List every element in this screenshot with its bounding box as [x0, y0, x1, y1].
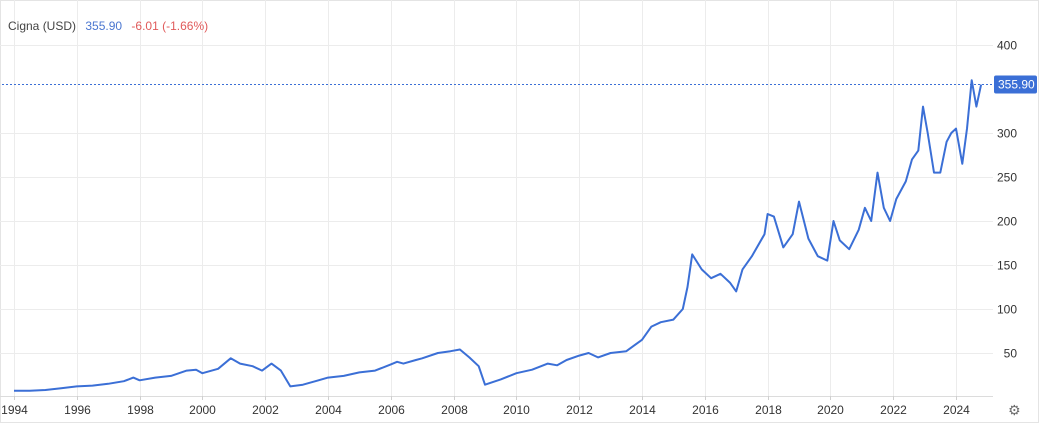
- x-tick-label: 1994: [1, 403, 28, 417]
- x-tick-label: 2010: [503, 403, 530, 417]
- x-tick-label: 2000: [189, 403, 216, 417]
- x-tick-label: 1998: [127, 403, 154, 417]
- x-tick-label: 2020: [817, 403, 844, 417]
- x-tick-label: 2008: [441, 403, 468, 417]
- chart-header: Cigna (USD) 355.90 -6.01 (-1.66%): [8, 19, 214, 33]
- x-tick-label: 2022: [880, 403, 907, 417]
- x-tick-label: 2014: [629, 403, 656, 417]
- x-tick-label: 2006: [378, 403, 405, 417]
- last-price-tag: [994, 75, 1037, 94]
- x-tick-label: 2016: [692, 403, 719, 417]
- y-tick-label: 300: [997, 127, 1017, 141]
- x-tick-label: 2004: [315, 403, 342, 417]
- y-tick-label: 250: [997, 171, 1017, 185]
- current-price: 355.90: [85, 19, 123, 33]
- y-tick-label: 150: [997, 259, 1017, 273]
- x-tick-label: 2024: [943, 403, 970, 417]
- y-tick-label: 100: [997, 303, 1017, 317]
- y-tick-label: 200: [997, 215, 1017, 229]
- last-price-tag-text: 355.90: [998, 78, 1035, 92]
- x-tick-label: 2012: [566, 403, 593, 417]
- x-tick-label: 1996: [64, 403, 91, 417]
- y-tick-label: 50: [1004, 347, 1018, 361]
- price-series-line: [14, 79, 983, 392]
- price-change: -6.01 (-1.66%): [131, 19, 209, 33]
- instrument-title: Cigna (USD): [8, 19, 77, 33]
- x-tick-label: 2018: [755, 403, 782, 417]
- x-tick-label: 2002: [252, 403, 279, 417]
- gear-icon[interactable]: ⚙: [1008, 403, 1021, 419]
- y-tick-label: 400: [997, 39, 1017, 53]
